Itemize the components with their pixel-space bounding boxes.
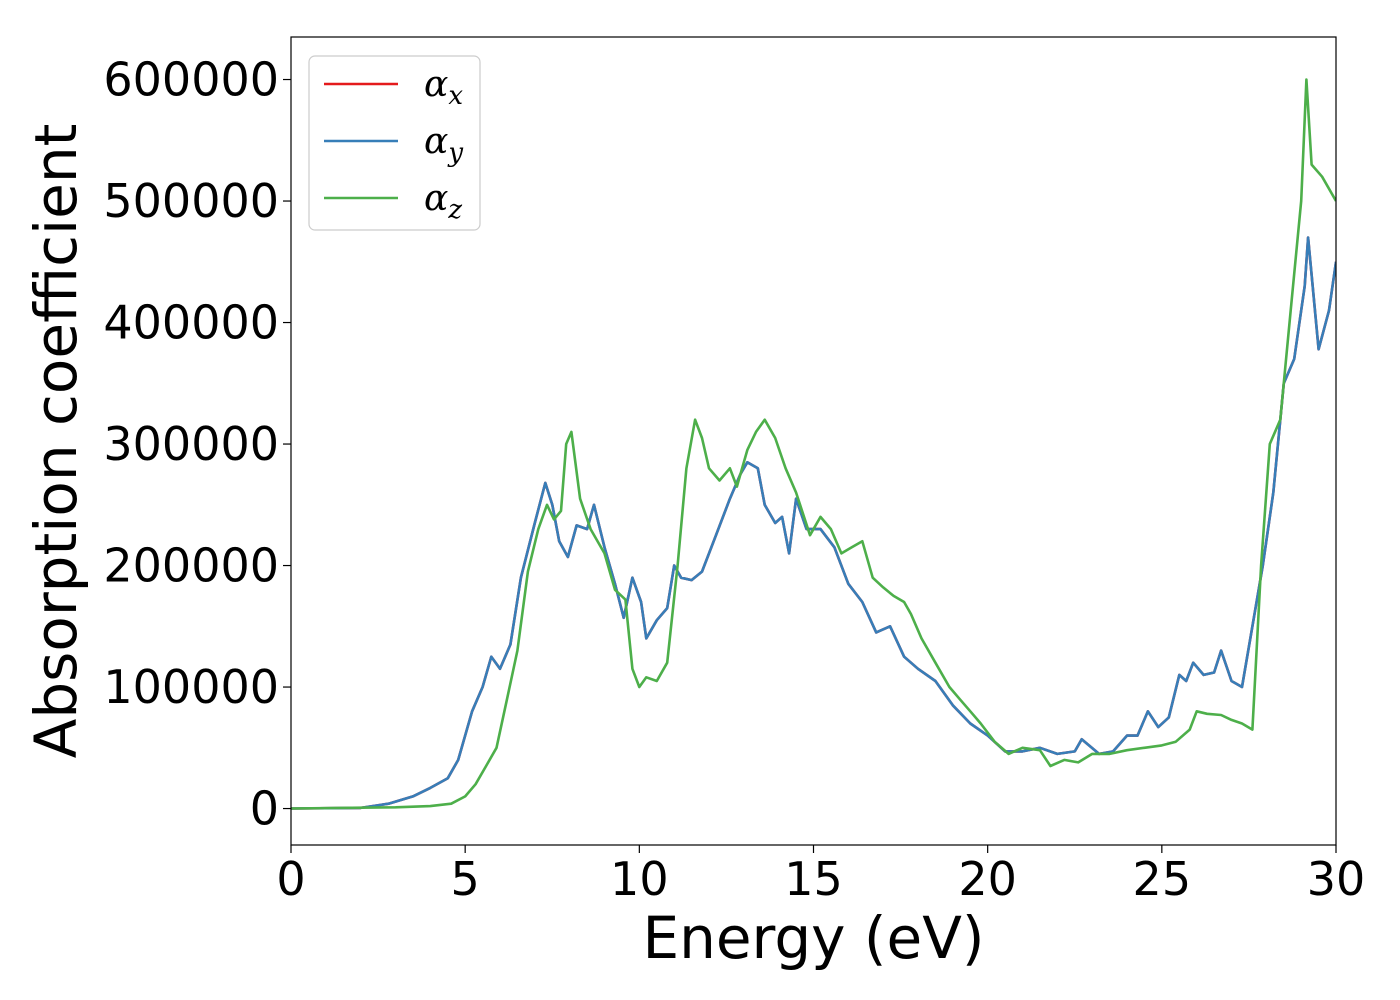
- legend-label-z: αz: [424, 178, 462, 225]
- series-line-z: [291, 78, 1336, 810]
- series-line-y: [291, 236, 1336, 810]
- y-tick-label: 400000: [103, 296, 279, 350]
- x-tick-label: 15: [784, 852, 843, 906]
- x-tick-label: 10: [610, 852, 669, 906]
- y-tick-label: 0: [250, 782, 279, 836]
- legend-box: [308, 55, 481, 231]
- x-tick-label: 25: [1133, 852, 1192, 906]
- legend-label-x: αx: [424, 64, 463, 111]
- series-layer: [291, 78, 1336, 810]
- y-axis: 0 100000 200000 300000 400000 500000 600000: [103, 53, 291, 836]
- y-tick-label: 300000: [103, 417, 279, 471]
- x-tick-label: 0: [276, 852, 305, 906]
- x-axis: 0 5 10 15 20 25 30: [276, 845, 1365, 906]
- y-tick-label: 200000: [103, 539, 279, 593]
- x-tick-label: 20: [958, 852, 1017, 906]
- x-tick-label: 30: [1307, 852, 1366, 906]
- x-axis-title: Energy (eV): [642, 904, 984, 972]
- y-tick-label: 500000: [103, 174, 279, 228]
- legend: αx αy αz: [308, 55, 481, 231]
- y-tick-label: 600000: [103, 53, 279, 107]
- x-tick-label: 5: [451, 852, 480, 906]
- legend-label-y: αy: [424, 121, 463, 168]
- y-tick-label: 100000: [103, 660, 279, 714]
- y-axis-title: Absorption coefficient: [22, 124, 90, 759]
